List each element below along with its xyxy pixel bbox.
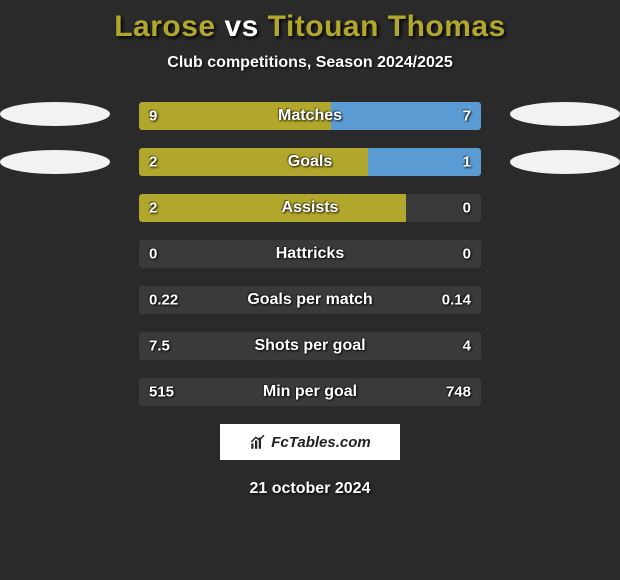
avatar-placeholder — [0, 102, 110, 126]
title-vs: vs — [224, 10, 258, 43]
stat-value-left: 515 — [149, 384, 174, 401]
stat-label: Goals per match — [139, 291, 481, 309]
stat-label: Shots per goal — [139, 337, 481, 355]
watermark: FcTables.com — [220, 424, 400, 460]
stat-value-left: 0.22 — [149, 292, 178, 309]
title-player-right: Titouan Thomas — [268, 10, 506, 43]
avatar-placeholder — [510, 102, 620, 126]
stat-fill-right — [331, 102, 481, 130]
stat-value-right: 748 — [446, 384, 471, 401]
stat-value-right: 4 — [463, 338, 471, 355]
chart-icon — [249, 433, 267, 451]
title-player-left: Larose — [114, 10, 215, 43]
avatar-placeholder — [510, 150, 620, 174]
watermark-text: FcTables.com — [271, 434, 370, 451]
stat-row: 20Assists — [139, 194, 481, 222]
page-title: Larose vs Titouan Thomas — [0, 10, 620, 44]
stat-fill-left — [139, 102, 331, 130]
stat-value-right: 0.14 — [442, 292, 471, 309]
stat-row: 21Goals — [139, 148, 481, 176]
stat-row: 0 0Hattricks — [139, 240, 481, 268]
stat-fill-left — [139, 194, 406, 222]
stat-label: Min per goal — [139, 383, 481, 401]
stat-value-right: 0 — [463, 200, 471, 217]
stat-row: 515 748Min per goal — [139, 378, 481, 406]
comparison-card: Larose vs Titouan Thomas Club competitio… — [0, 0, 620, 580]
stat-value-left: 0 — [149, 246, 157, 263]
stat-label: Hattricks — [139, 245, 481, 263]
stat-row: 97Matches — [139, 102, 481, 130]
stats-area: 97Matches21Goals20Assists00Hattricks0.22… — [0, 102, 620, 406]
stat-row: 0.22 0.14Goals per match — [139, 286, 481, 314]
stat-row: 7.5 4Shots per goal — [139, 332, 481, 360]
date-line: 21 october 2024 — [0, 480, 620, 498]
stat-value-right: 0 — [463, 246, 471, 263]
stat-bars: 97Matches21Goals20Assists00Hattricks0.22… — [139, 102, 481, 406]
stat-fill-right — [368, 148, 481, 176]
avatar-placeholder-col-right — [505, 102, 620, 198]
avatar-placeholder-col-left — [0, 102, 115, 198]
stat-value-left: 7.5 — [149, 338, 170, 355]
avatar-placeholder — [0, 150, 110, 174]
subtitle: Club competitions, Season 2024/2025 — [0, 54, 620, 72]
stat-fill-left — [139, 148, 368, 176]
